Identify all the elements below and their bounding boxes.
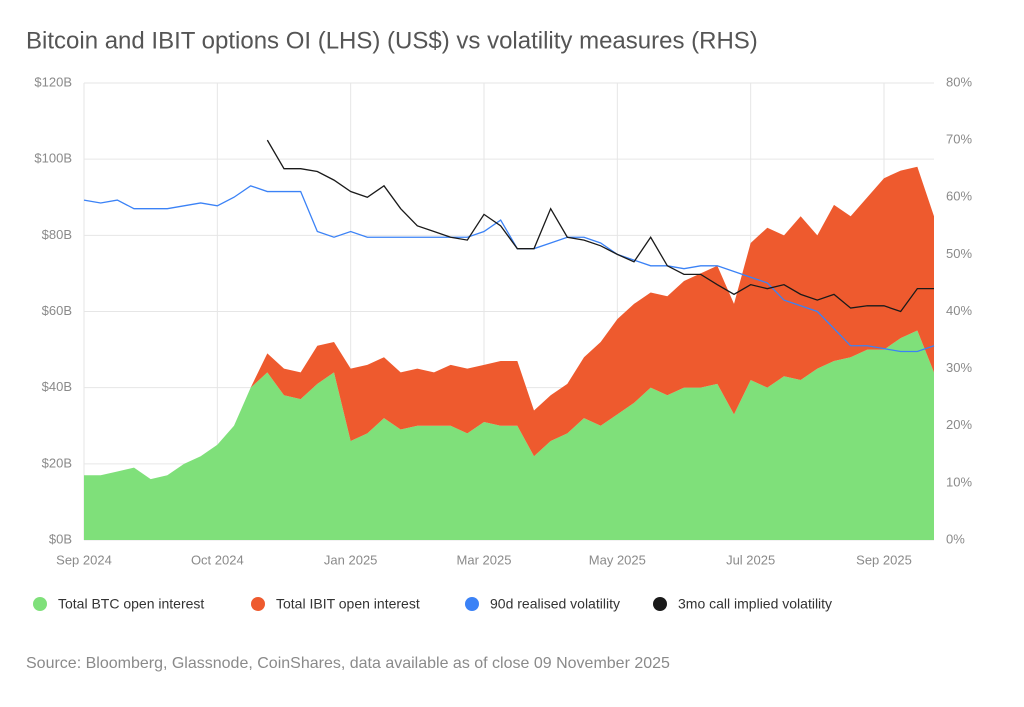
y2-tick-label: 0%	[946, 531, 965, 546]
y2-tick-label: 40%	[946, 303, 972, 318]
y-tick-label: $80B	[42, 227, 72, 242]
y2-tick-label: 50%	[946, 246, 972, 261]
legend-label: 3mo call implied volatility	[678, 596, 832, 612]
y-tick-label: $60B	[42, 303, 72, 318]
y-tick-label: $0B	[49, 531, 72, 546]
x-tick-label: Jan 2025	[324, 552, 378, 567]
line	[266, 139, 934, 313]
x-tick-label: Jul 2025	[726, 552, 775, 567]
y2-tick-label: 80%	[946, 74, 972, 89]
x-tick-label: Sep 2025	[856, 552, 912, 567]
area	[84, 166, 934, 480]
y-tick-label: $20B	[42, 455, 72, 470]
source-note: Source: Bloomberg, Glassnode, CoinShares…	[26, 655, 670, 672]
legend-marker	[653, 597, 667, 611]
legend-marker	[33, 597, 47, 611]
y-tick-label: $40B	[42, 379, 72, 394]
y2-tick-label: 30%	[946, 360, 972, 375]
x-tick-label: May 2025	[589, 552, 646, 567]
y2-tick-label: 10%	[946, 474, 972, 489]
area	[84, 330, 934, 540]
legend-label: Total IBIT open interest	[276, 596, 420, 612]
y2-tick-label: 20%	[946, 417, 972, 432]
y-tick-label: $120B	[34, 74, 72, 89]
x-tick-label: Oct 2024	[191, 552, 244, 567]
plot	[83, 139, 935, 540]
y2-tick-label: 60%	[946, 189, 972, 204]
legend-marker	[251, 597, 265, 611]
legend-label: Total BTC open interest	[58, 596, 204, 612]
line	[83, 185, 935, 353]
y-tick-label: $100B	[34, 151, 72, 166]
chart-title: Bitcoin and IBIT options OI (LHS) (US$) …	[26, 27, 758, 54]
x-tick-label: Sep 2024	[56, 552, 112, 567]
x-tick-label: Mar 2025	[457, 552, 512, 567]
y2-tick-label: 70%	[946, 132, 972, 147]
legend-label: 90d realised volatility	[490, 596, 620, 612]
legend-marker	[465, 597, 479, 611]
